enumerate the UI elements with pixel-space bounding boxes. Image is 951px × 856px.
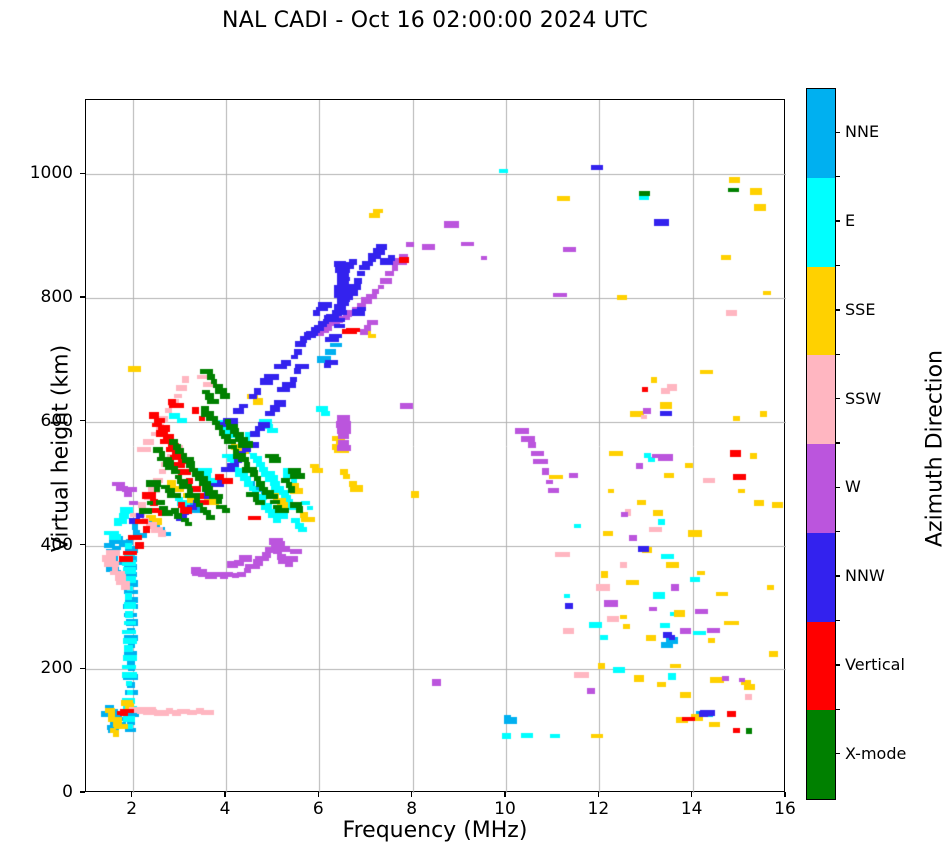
colorbar-tick-label-nne: NNE xyxy=(845,122,880,142)
azimuth-colorbar[interactable] xyxy=(806,88,836,800)
colorbar-segment-x-mode[interactable] xyxy=(807,710,835,799)
x-tick-mark xyxy=(131,792,133,797)
y-tick-label: 0 xyxy=(62,782,73,802)
colorbar-segment-nnw[interactable] xyxy=(807,532,835,622)
y-tick-mark xyxy=(80,296,85,298)
x-tick-mark xyxy=(411,792,413,797)
y-tick-label: 400 xyxy=(40,534,73,555)
colorbar-segment-w[interactable] xyxy=(807,444,835,533)
x-tick-label: 12 xyxy=(587,799,610,819)
y-tick-mark xyxy=(80,420,85,422)
colorbar-tick-label-x-mode: X-mode xyxy=(845,743,907,763)
x-tick-mark xyxy=(224,792,226,797)
x-tick-label: 6 xyxy=(312,799,324,819)
colorbar-label: Azimuth Direction xyxy=(922,349,948,548)
colorbar-tick-label-w: W xyxy=(845,477,861,497)
x-axis-label: Frequency (MHz) xyxy=(342,818,528,843)
colorbar-segment-vertical[interactable] xyxy=(807,621,835,711)
colorbar-tick-mark xyxy=(835,752,841,755)
y-tick-label: 800 xyxy=(40,287,73,307)
y-tick-mark xyxy=(80,791,85,793)
y-tick-mark xyxy=(80,667,85,669)
ionogram-data-layer xyxy=(86,100,786,793)
colorbar-segment-ssw[interactable] xyxy=(807,355,835,444)
colorbar-boundary-tick xyxy=(835,442,841,444)
x-tick-mark xyxy=(597,792,599,797)
colorbar-tick-label-sse: SSE xyxy=(845,299,876,319)
x-tick-label: 4 xyxy=(219,799,231,819)
colorbar-tick-label-e: E xyxy=(845,211,856,231)
colorbar-tick-mark xyxy=(835,131,841,134)
x-tick-label: 14 xyxy=(680,799,703,819)
colorbar-boundary-tick xyxy=(835,708,841,710)
colorbar-tick-mark xyxy=(835,664,841,666)
y-axis-label: Virtual height (km) xyxy=(48,344,74,553)
colorbar-tick-label-ssw: SSW xyxy=(845,388,882,408)
colorbar-segment-e[interactable] xyxy=(807,177,835,267)
y-tick-label: 600 xyxy=(40,410,73,431)
colorbar-boundary-tick xyxy=(835,531,841,533)
colorbar-boundary-tick xyxy=(835,264,841,267)
colorbar-segment-sse[interactable] xyxy=(807,266,835,356)
colorbar-tick-label-nnw: NNW xyxy=(845,566,885,586)
x-tick-mark xyxy=(784,792,786,797)
y-tick-mark xyxy=(80,172,85,174)
x-tick-mark xyxy=(691,792,693,797)
colorbar-boundary-tick xyxy=(835,353,841,355)
page-title: NAL CADI - Oct 16 02:00:00 2024 UTC xyxy=(222,8,648,33)
colorbar-tick-mark xyxy=(835,575,841,577)
x-tick-mark xyxy=(317,792,319,797)
colorbar-segment-nne[interactable] xyxy=(807,89,835,178)
colorbar-tick-mark xyxy=(835,309,841,311)
colorbar-tick-label-vertical: Vertical xyxy=(845,654,905,674)
colorbar-boundary-tick xyxy=(835,619,841,622)
colorbar-tick-mark xyxy=(835,486,841,489)
x-tick-label: 16 xyxy=(774,799,796,819)
x-tick-mark xyxy=(504,792,506,797)
x-tick-label: 8 xyxy=(406,799,418,819)
x-tick-label: 2 xyxy=(126,799,138,819)
colorbar-boundary-tick xyxy=(835,176,841,178)
y-tick-label: 200 xyxy=(40,658,73,679)
y-tick-mark xyxy=(80,543,85,546)
x-tick-label: 10 xyxy=(494,799,516,819)
plot-area[interactable] xyxy=(85,99,786,793)
colorbar-tick-mark xyxy=(835,220,841,222)
y-tick-label: 1000 xyxy=(29,163,73,184)
colorbar-tick-mark xyxy=(835,397,841,400)
